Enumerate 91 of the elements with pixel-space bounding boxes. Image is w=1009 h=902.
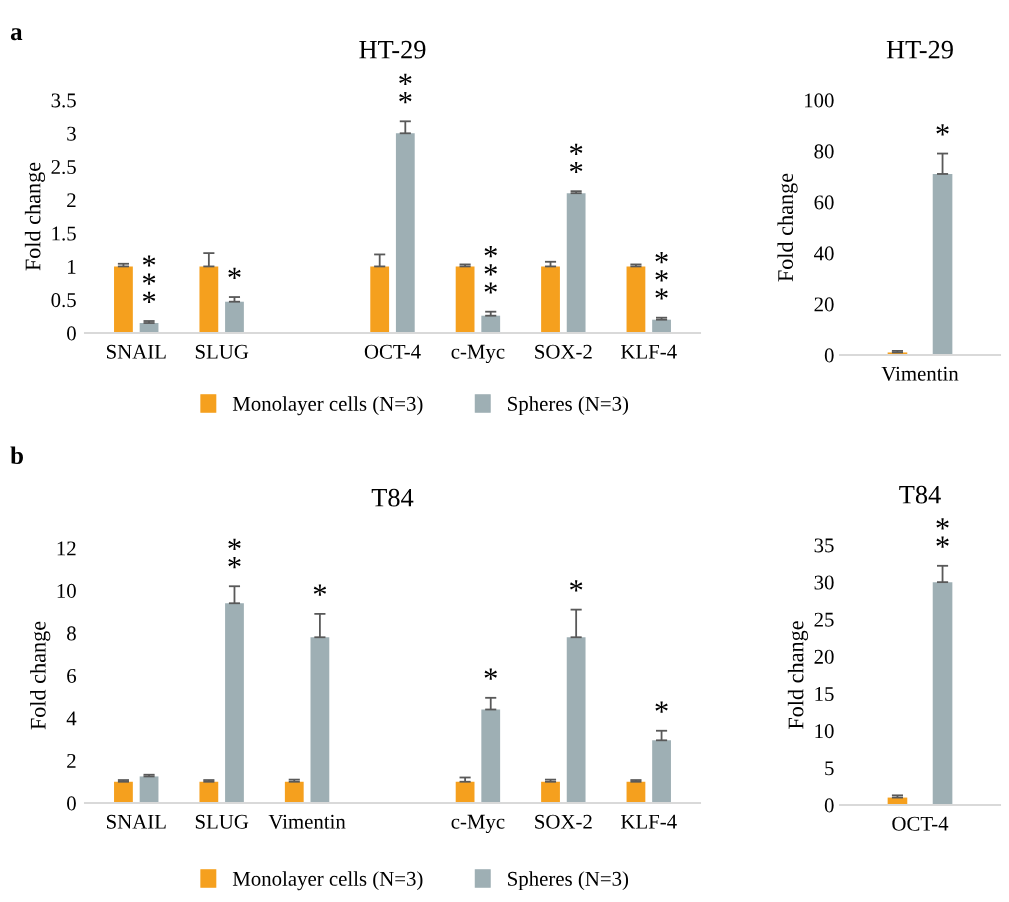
x-tick-label: OCT-4 <box>364 344 421 359</box>
annotation: * * * <box>142 255 156 303</box>
x-tick-label: SNAIL <box>106 814 166 829</box>
bar <box>566 193 586 333</box>
text: a <box>10 28 23 41</box>
x-tick-label: c-Myc <box>451 814 505 833</box>
annotation: * <box>313 584 327 596</box>
bar <box>652 740 671 803</box>
bar <box>395 133 415 333</box>
y-axis-title: Fold change <box>787 621 809 729</box>
y-tick-label: 1.5 <box>52 226 76 241</box>
x-tick-label: SOX-2 <box>535 814 592 829</box>
y-axis-title: Fold change <box>30 621 51 730</box>
annotation: * * <box>399 73 412 104</box>
legend-label: Monolayer cells (N=3) <box>232 871 423 891</box>
x-tick-label: SNAIL <box>106 344 166 359</box>
y-tick-label: 3.5 <box>51 93 76 108</box>
y-tick-label: 0 <box>67 796 76 811</box>
y-tick-label: 0 <box>824 798 834 813</box>
bar <box>310 637 330 803</box>
annotation: * * <box>228 538 241 569</box>
y-tick-label: 60 <box>814 195 834 210</box>
bar <box>566 637 586 803</box>
chart-title: T84 <box>371 488 414 507</box>
legend-label: Spheres (N=3) <box>508 871 629 891</box>
legend-label: Spheres (N=3) <box>508 396 629 416</box>
annotation: * <box>228 267 241 279</box>
bar <box>481 315 501 333</box>
y-tick-label: 100 <box>805 93 834 108</box>
annotation: * <box>484 668 497 680</box>
x-tick-label: SLUG <box>195 344 249 359</box>
x-tick-label: SOX-2 <box>535 344 592 359</box>
y-tick-label: 40 <box>814 246 834 261</box>
bar <box>284 781 304 803</box>
y-tick-label: 8 <box>67 626 76 641</box>
bar <box>114 266 133 333</box>
x-tick-label: Vimentin <box>268 814 346 829</box>
y-tick-label: 35 <box>814 538 834 553</box>
y-tick-label: 0 <box>67 326 76 341</box>
y-tick-label: 2 <box>67 753 76 768</box>
y-tick-label: 80 <box>814 144 834 159</box>
x-tick-label: c-Myc <box>451 344 505 363</box>
y-tick-label: 2 <box>67 193 76 208</box>
y-tick-label: 12 <box>57 541 76 556</box>
text: b <box>10 446 23 465</box>
bar <box>455 781 475 803</box>
bar <box>225 301 244 333</box>
y-tick-label: 0.5 <box>51 293 76 308</box>
bar <box>541 266 560 333</box>
chart-title: HT-29 <box>359 40 426 59</box>
bar <box>114 781 133 803</box>
bar <box>481 709 501 803</box>
annotation: * * <box>570 143 583 174</box>
y-axis-title: Fold change <box>777 173 798 282</box>
annotation: * * <box>936 518 949 548</box>
x-tick-label: KLF-4 <box>620 344 677 359</box>
y-tick-label: 20 <box>814 649 834 664</box>
annotation: * <box>570 580 583 592</box>
y-tick-label: 2.5 <box>51 160 76 175</box>
y-axis-title: Fold change <box>24 162 46 271</box>
y-tick-label: 20 <box>814 297 834 312</box>
bar <box>199 781 219 803</box>
annotation: * * * <box>655 252 668 300</box>
y-tick-label: 4 <box>66 711 77 726</box>
y-tick-label: 3 <box>67 126 76 141</box>
bar <box>199 266 219 333</box>
bar <box>225 603 244 803</box>
chart-title: T84 <box>899 485 941 504</box>
x-tick-label: SLUG <box>195 814 249 829</box>
chart-title: HT-29 <box>886 40 953 59</box>
bar <box>541 781 560 803</box>
y-tick-label: 25 <box>814 612 834 627</box>
x-tick-label: Vimentin <box>881 366 959 381</box>
y-tick-label: 15 <box>815 687 834 701</box>
y-tick-label: 1 <box>68 259 76 274</box>
bar <box>139 776 159 803</box>
legend-label: Monolayer cells (N=3) <box>232 396 423 416</box>
bar <box>370 266 390 333</box>
y-tick-label: 5 <box>825 761 834 776</box>
annotation: * <box>655 701 668 713</box>
x-tick-label: OCT-4 <box>892 816 949 831</box>
y-tick-label: 10 <box>815 724 834 739</box>
annotation: * <box>936 124 949 136</box>
x-tick-label: KLF-4 <box>620 814 677 829</box>
annotation: * * * <box>484 246 497 294</box>
y-tick-label: 0 <box>824 348 834 363</box>
bar <box>626 266 646 333</box>
y-tick-label: 6 <box>67 668 77 683</box>
y-tick-label: 30 <box>814 575 834 590</box>
y-tick-label: 10 <box>57 583 76 598</box>
bar <box>455 266 475 333</box>
